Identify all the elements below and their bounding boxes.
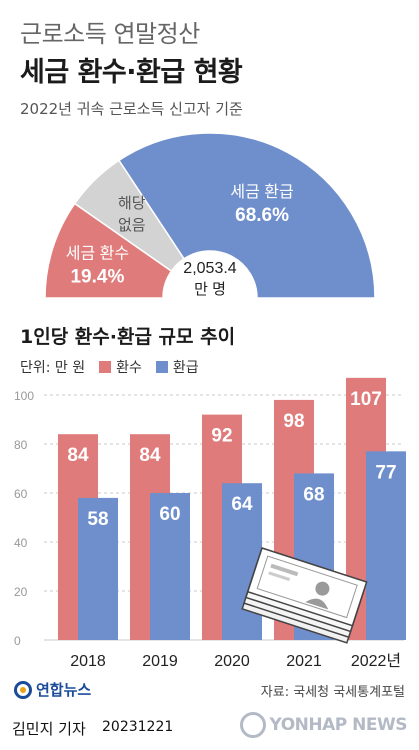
pie-label-2: 세금 환급 (230, 183, 293, 201)
y-tick-40: 40 (14, 536, 28, 550)
watermark-text: YONHAP NEWS (269, 715, 408, 735)
pie-slice-2 (117, 132, 376, 299)
reporter-name: 김민지 기자 (12, 720, 86, 738)
unit-label: 단위: 만 원 (20, 360, 86, 376)
legend-label-refund-back: 환수 (116, 360, 142, 376)
bar-label-환수-2021: 98 (283, 411, 304, 432)
bar-label-환급-2022년: 77 (375, 462, 396, 483)
publish-date: 20231221 (102, 719, 174, 735)
legend-label-refund: 환급 (172, 360, 199, 376)
y-tick-0: 0 (14, 634, 21, 648)
bar-label-환수-2022년: 107 (350, 389, 382, 410)
yonhap-logo-text: 연합뉴스 (36, 681, 92, 699)
money-stack-illustration (241, 547, 368, 644)
page-title: 세금 환수·환급 현황 (20, 57, 243, 88)
yonhap-logo: 연합뉴스 (14, 679, 91, 700)
bar-환급-2019 (150, 493, 190, 640)
pie-value-0: 19.4% (70, 267, 124, 288)
x-tick-2019: 2019 (142, 653, 178, 670)
x-tick-2020: 2020 (214, 653, 250, 670)
bar-label-환급-2021: 68 (303, 484, 324, 505)
yonhap-logo-icon (14, 680, 32, 699)
bar-환급-2018 (78, 497, 118, 640)
supertitle: 근로소득 연말정산 (20, 20, 200, 48)
pie-total-value: 2,053.4 (183, 260, 236, 277)
chart-title: 1인당 환수·환급 규모 추이 (20, 326, 236, 348)
x-tick-2018: 2018 (70, 653, 106, 670)
footer-bar (0, 708, 419, 750)
bar-label-환수-2020: 92 (211, 426, 232, 447)
y-tick-100: 100 (14, 389, 34, 403)
y-tick-20: 20 (14, 585, 28, 599)
legend-swatch-refund-back (99, 361, 112, 373)
bar-label-환급-2019: 60 (159, 504, 180, 525)
bar-label-환급-2020: 64 (231, 494, 253, 515)
legend-swatch-refund (155, 361, 168, 373)
legend: 단위: 만 원 환수 환급 (20, 357, 199, 377)
bar-환급-2022년 (366, 451, 406, 640)
x-tick-2022년: 2022년 (351, 652, 401, 670)
y-tick-60: 60 (14, 487, 28, 501)
source-note: 자료: 국세청 국세통계포털 (260, 685, 405, 700)
pie-total-unit: 만 명 (194, 281, 226, 298)
bar-chart: 0 20 40 60 80 100 84 58 2018 84 60 2019 92 64 2020 98 6… (14, 377, 406, 670)
pie-label-0: 세금 환수 (66, 245, 129, 263)
bar-label-환수-2019: 84 (139, 445, 161, 466)
pie-label-1-line-1: 없음 (118, 217, 146, 234)
x-tick-2021: 2021 (286, 653, 322, 670)
pie-label-1-line-0: 해당 (118, 195, 146, 212)
pie-value-2: 68.6% (235, 205, 289, 226)
bar-label-환수-2018: 84 (67, 445, 89, 466)
watermark-icon (239, 712, 266, 738)
watermark: YONHAP NEWS (239, 712, 408, 738)
y-tick-80: 80 (14, 438, 28, 452)
basis-note: 2022년 귀속 근로소득 신고자 기준 (20, 100, 243, 118)
bar-label-환급-2018: 58 (87, 509, 108, 530)
